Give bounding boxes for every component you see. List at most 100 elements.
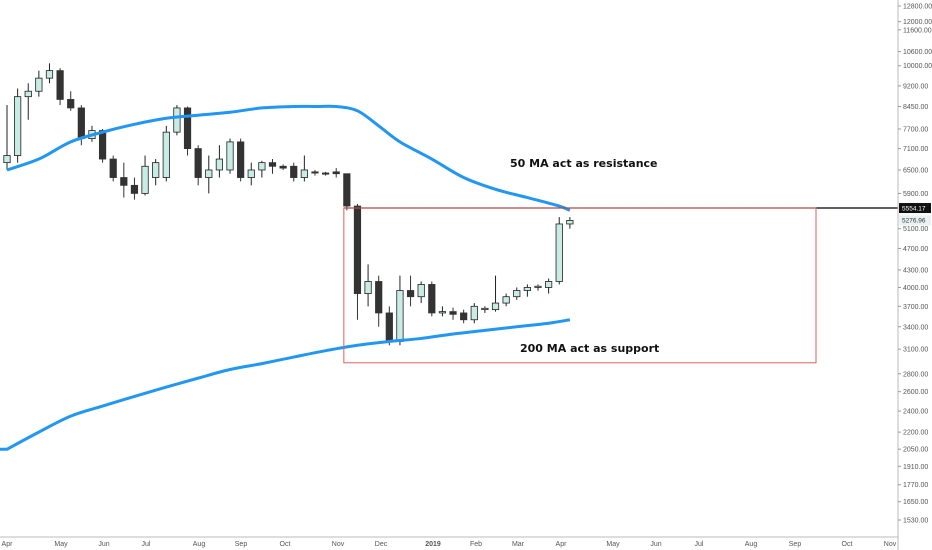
y-tick-label: 3100.00 [903,347,928,354]
candle-body [216,159,222,170]
y-tick-label: 3700.00 [903,304,928,311]
candle [365,264,371,306]
x-axis: Apr May Jun Jul Aug Sep Oct Nov Dec 2019 Feb Mar Apr… [0,537,898,548]
candle [524,284,530,296]
candle-body [354,206,360,294]
candle-body [195,149,201,178]
x-tick-label: Sep [235,541,248,548]
candle-body [131,185,137,193]
candle-body [46,71,52,79]
candle [556,217,562,284]
candle [514,287,520,299]
candle-body [57,71,63,100]
candle [14,89,20,163]
candle [418,281,424,303]
candle-body [376,281,382,312]
candle-body [344,174,350,206]
candle-body [407,290,413,296]
candle-body [514,290,520,296]
ma200-line [0,320,570,449]
candle [386,306,392,345]
x-tick-label: Oct [280,541,291,548]
candle [259,161,265,178]
x-tick-label: Aug [193,541,206,548]
candle-body [110,159,116,177]
candle-body [386,313,392,342]
candle-body [25,91,31,96]
last-price-badge: 5276.96 [899,215,931,225]
y-tick-label: 6500.00 [903,167,928,174]
candle [471,303,477,323]
y-tick-label: 2200.00 [903,430,928,437]
candle [46,63,52,83]
candle-body [4,156,10,163]
candle-body [36,78,42,91]
candle [439,306,445,316]
y-tick-label: 2800.00 [903,371,928,378]
candle-body [237,142,243,178]
candle-body [248,170,254,178]
y-tick-label: 9200.00 [903,83,928,90]
y-tick-label: 12800.00 [903,4,932,11]
candle-body [397,290,403,341]
candle-body [322,173,328,174]
candle [322,172,328,176]
y-tick-label: 5900.00 [903,191,928,198]
candle [397,276,403,346]
candle [545,279,551,294]
candle-body [227,142,233,170]
x-tick-label: Nov [332,541,345,548]
candle-body [482,308,488,309]
candle-body [269,163,275,167]
x-tick-label: Jul [695,541,704,548]
candle-body [312,172,318,173]
candle [280,164,286,170]
y-tick-label: 1770.00 [903,482,928,489]
candle [57,68,63,105]
y-tick-label: 7700.00 [903,126,928,133]
candle [344,174,350,211]
candle-body [121,178,127,186]
candle [195,145,201,185]
candle [227,139,233,174]
candle [450,308,456,320]
y-tick-label: 12000.00 [903,19,932,26]
candle [237,139,243,182]
candle-body [142,166,148,193]
candle-body [524,287,530,290]
candle [482,306,488,313]
candle-body [535,286,541,287]
candle [291,163,297,182]
y-tick-label: 2600.00 [903,389,928,396]
candle [354,204,360,320]
candle-body [174,108,180,132]
resistance-price-badge: 5554.17 [899,203,931,213]
candle-body [365,281,371,293]
candle [312,170,318,176]
candle-body [152,163,158,178]
candle-body [439,312,445,313]
candle [174,105,180,135]
candle-body [163,132,169,177]
candle-body [471,306,477,319]
candle-body [78,108,84,139]
y-tick-label: 4300.00 [903,267,928,274]
candle [248,163,254,186]
candle [36,71,42,97]
candle [163,126,169,182]
candle [333,168,339,177]
x-tick-label: 2019 [425,541,441,548]
candle [142,156,148,196]
candle [407,276,413,307]
x-tick-label: Nov [884,541,897,548]
y-tick-label: 1910.00 [903,464,928,471]
candle [301,156,307,182]
x-tick-label: Feb [470,541,482,548]
candle-body [259,163,265,170]
candle-body [68,99,74,107]
candle [460,310,466,324]
candle-body [14,97,20,156]
y-tick-label: 4700.00 [903,246,928,253]
candle [503,294,509,307]
candle [184,106,190,155]
